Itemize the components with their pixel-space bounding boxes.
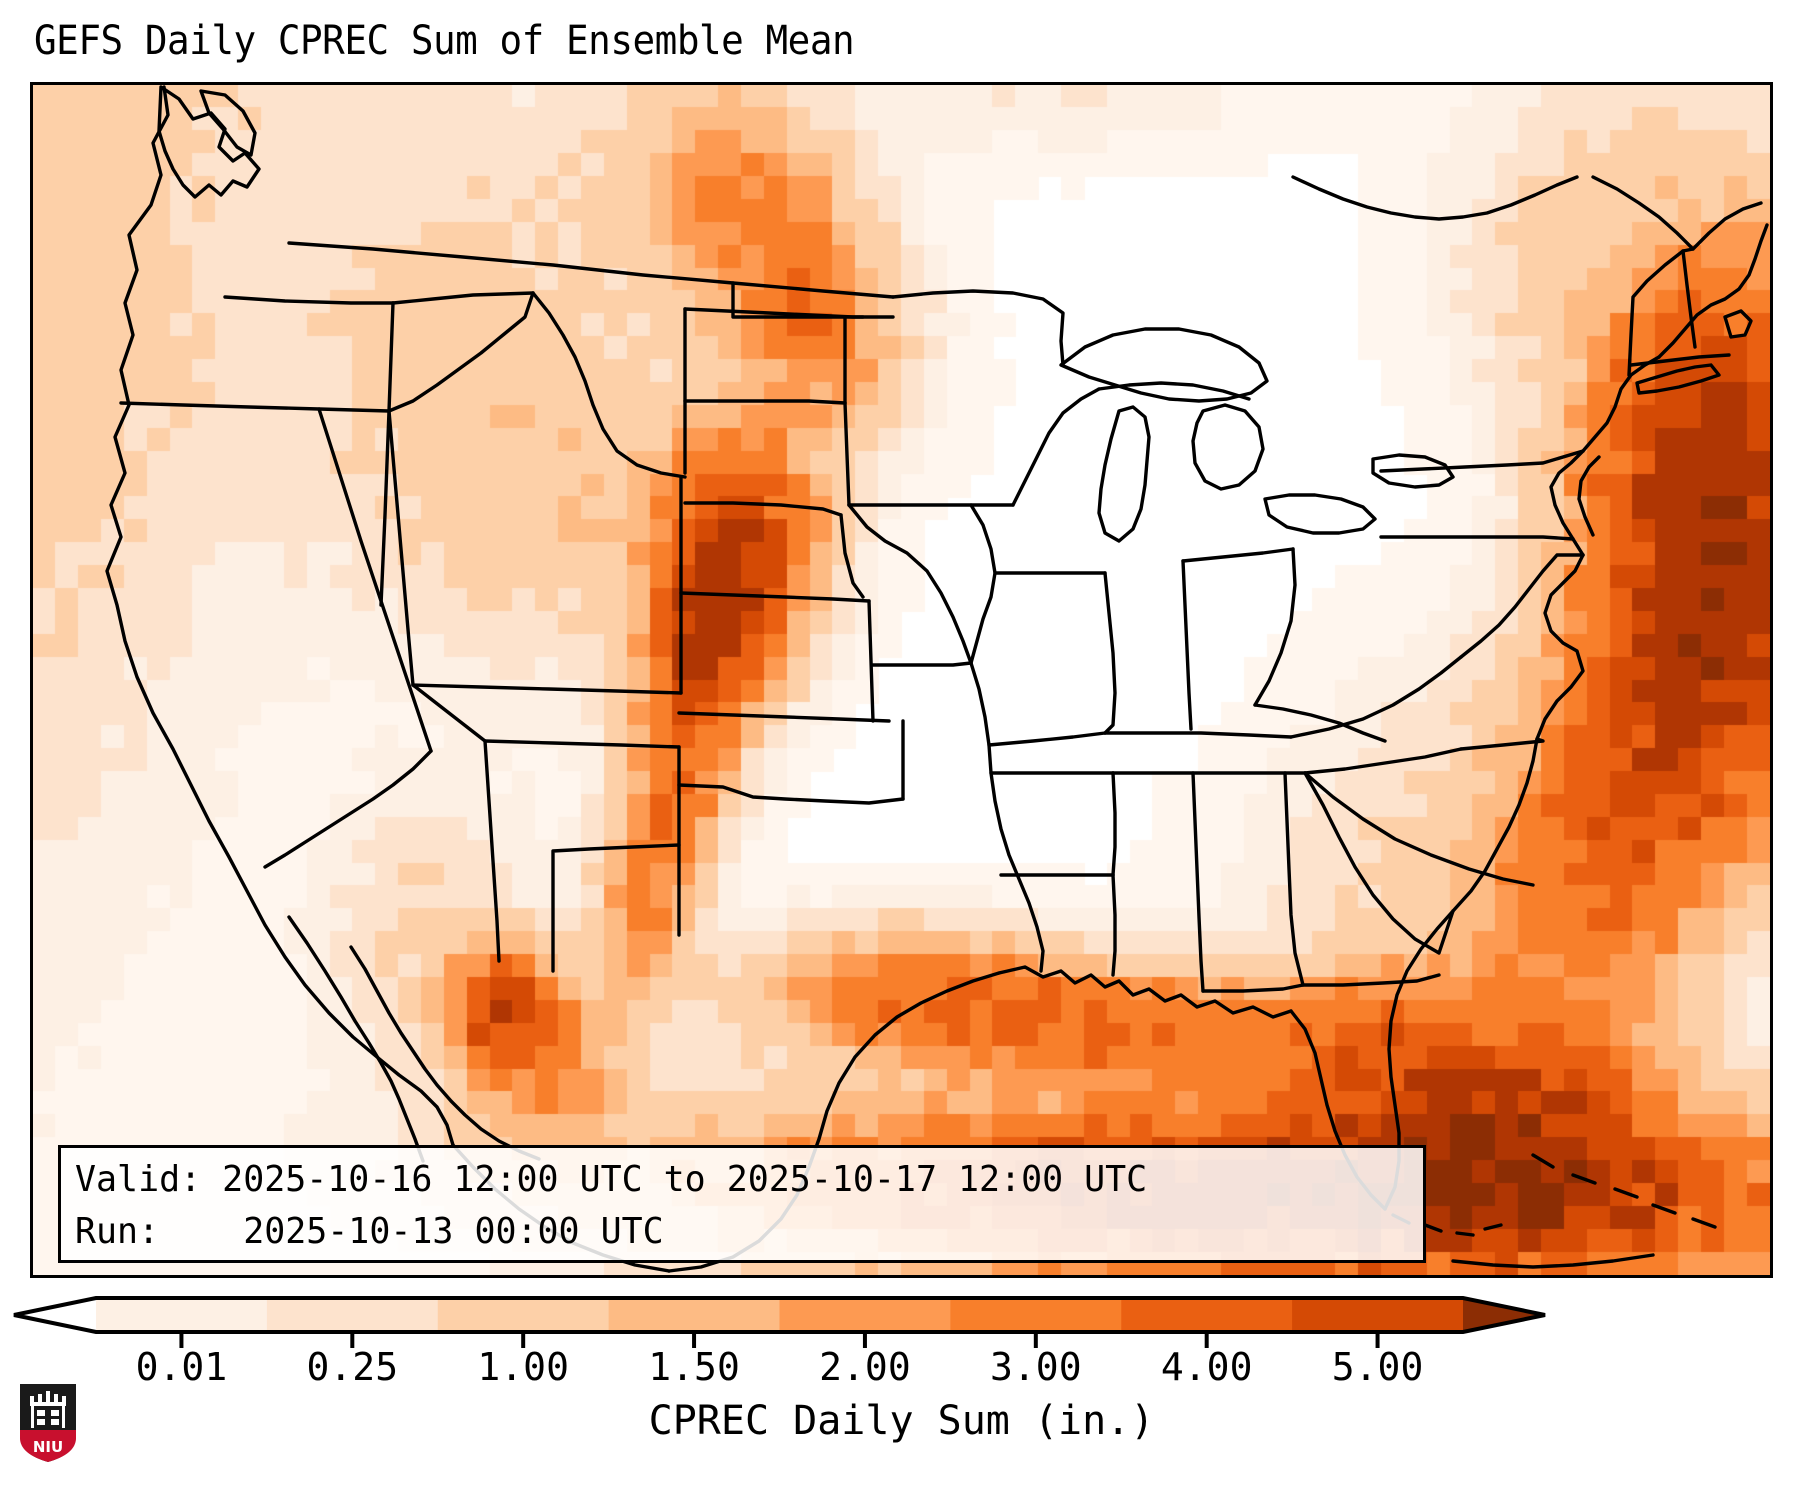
colorbar-tick-label-2: 1.00 bbox=[477, 1345, 569, 1389]
colorbar-outline bbox=[13, 1296, 1546, 1334]
colorbar-over-arrow bbox=[1463, 1298, 1545, 1332]
colorbar-segment-4 bbox=[779, 1298, 951, 1332]
colorbar-under-arrow bbox=[14, 1298, 96, 1332]
colorbar-segment-0 bbox=[96, 1298, 268, 1332]
colorbar-segment-2 bbox=[437, 1298, 610, 1332]
colorbar-tick-label-1: 0.25 bbox=[306, 1345, 399, 1389]
svg-text:NIU: NIU bbox=[33, 1438, 63, 1456]
run-time-text: Run: 2025-10-13 00:00 UTC bbox=[75, 1211, 664, 1252]
forecast-info-box: Valid: 2025-10-16 12:00 UTC to 2025-10-1… bbox=[58, 1145, 1426, 1263]
colorbar-tick-label-5: 3.00 bbox=[990, 1345, 1082, 1389]
precipitation-heatmap bbox=[33, 85, 1770, 1275]
colorbar-segment-1 bbox=[266, 1298, 439, 1332]
colorbar-segment-6 bbox=[1121, 1298, 1293, 1332]
page-title: GEFS Daily CPREC Sum of Ensemble Mean bbox=[34, 18, 855, 64]
map-panel bbox=[30, 82, 1773, 1278]
colorbar-tick-label-7: 5.00 bbox=[1331, 1345, 1424, 1389]
colorbar-segment-7 bbox=[1292, 1298, 1464, 1332]
colorbar-tick-label-0: 0.01 bbox=[135, 1345, 228, 1389]
niu-logo: NIU bbox=[20, 1384, 76, 1462]
colorbar-tick-labels: 0.01 0.25 1.00 1.50 2.00 3.00 4.00 5.00 bbox=[0, 1345, 1803, 1397]
colorbar-tick-label-4: 2.00 bbox=[819, 1345, 911, 1389]
valid-period-text: Valid: 2025-10-16 12:00 UTC to 2025-10-1… bbox=[75, 1159, 1148, 1200]
colorbar-tick-label-6: 4.00 bbox=[1160, 1345, 1253, 1389]
colorbar bbox=[0, 1282, 1803, 1352]
colorbar-tick-label-3: 1.50 bbox=[648, 1345, 740, 1389]
colorbar-segment-3 bbox=[608, 1298, 781, 1332]
colorbar-axis-label: CPREC Daily Sum (in.) bbox=[648, 1398, 1155, 1444]
colorbar-segment-5 bbox=[950, 1298, 1122, 1332]
